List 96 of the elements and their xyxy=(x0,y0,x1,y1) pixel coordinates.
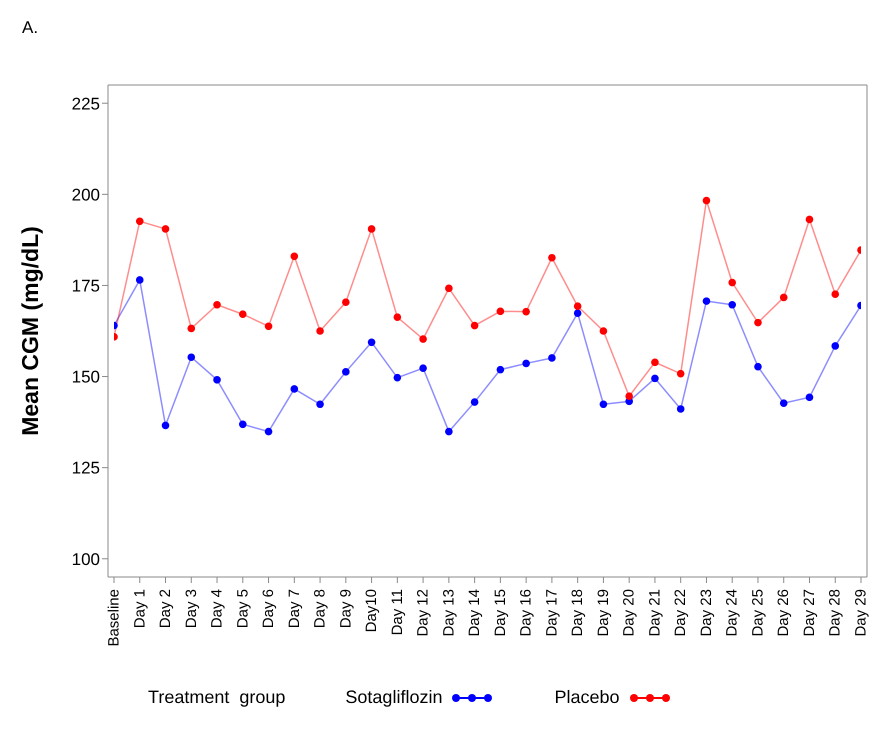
point xyxy=(316,400,324,408)
point xyxy=(213,300,221,309)
point xyxy=(187,324,196,332)
point xyxy=(625,392,633,400)
x-tick-label: Day 25 xyxy=(749,589,766,637)
point xyxy=(831,290,840,298)
x-tick-label: Day 6 xyxy=(260,589,278,628)
point xyxy=(728,278,736,286)
point xyxy=(702,297,710,305)
x-tick-label: Day 8 xyxy=(312,589,329,628)
point xyxy=(780,294,788,302)
x-tick-label: Day 26 xyxy=(775,589,792,637)
point xyxy=(806,394,814,402)
point xyxy=(831,342,840,350)
chart-title: A. xyxy=(22,18,38,38)
point xyxy=(238,420,247,428)
x-tick-label: Day 23 xyxy=(698,589,715,637)
x-tick-label: Day 21 xyxy=(646,589,664,637)
point xyxy=(394,374,402,382)
x-tick-label: Day 27 xyxy=(800,589,818,637)
point xyxy=(419,364,427,372)
point xyxy=(651,358,659,366)
point xyxy=(651,374,659,382)
point xyxy=(470,398,478,406)
point xyxy=(419,335,427,343)
point xyxy=(264,428,272,436)
x-tick-label: Day 2 xyxy=(157,589,174,628)
point xyxy=(470,322,478,330)
point xyxy=(522,308,530,316)
point xyxy=(264,322,272,330)
point xyxy=(676,370,684,378)
x-tick-label: Day 19 xyxy=(594,589,612,637)
x-tick-label: Day 20 xyxy=(620,589,638,637)
point xyxy=(445,428,453,436)
x-tick-label: Day 15 xyxy=(492,589,509,637)
point xyxy=(316,327,324,335)
y-tick-label: 225 xyxy=(72,94,100,114)
x-tick-label: Day 12 xyxy=(414,589,432,637)
point xyxy=(600,327,608,335)
point xyxy=(368,338,376,346)
point xyxy=(754,318,762,326)
x-tick-label: Day 16 xyxy=(518,589,535,637)
x-tick-label: Day 1 xyxy=(131,589,148,628)
point xyxy=(136,218,144,226)
point xyxy=(548,354,556,362)
x-tick-label: Day 18 xyxy=(569,589,586,637)
point xyxy=(290,252,298,260)
y-tick-label: 175 xyxy=(72,276,100,296)
x-tick-label: Day 7 xyxy=(286,589,303,628)
point xyxy=(187,353,196,362)
point xyxy=(213,376,221,384)
y-tick-label: 125 xyxy=(72,458,100,478)
point xyxy=(702,196,710,204)
x-tick-label: Day 13 xyxy=(440,589,458,637)
point xyxy=(574,302,582,310)
legend-title: Treatment group xyxy=(148,687,286,708)
legend-label: Placebo xyxy=(554,687,620,708)
point xyxy=(342,368,350,376)
point xyxy=(600,400,608,408)
x-tick-label: Day 29 xyxy=(852,589,870,637)
point xyxy=(574,309,582,317)
x-tick-label: Day10 xyxy=(363,589,380,632)
y-tick-label: 200 xyxy=(72,185,100,204)
point xyxy=(806,216,814,224)
x-tick-label: Day 14 xyxy=(466,589,484,637)
x-tick-label: Baseline xyxy=(106,589,122,647)
x-tick-label: Day 11 xyxy=(388,589,406,636)
x-tick-label: Day 17 xyxy=(543,589,560,637)
point xyxy=(496,308,504,316)
y-tick-label: 100 xyxy=(72,550,100,569)
x-tick-label: Day 22 xyxy=(672,589,690,637)
x-tick-label: Day 3 xyxy=(182,589,200,628)
point xyxy=(162,225,170,233)
point xyxy=(728,300,736,309)
point xyxy=(780,399,788,407)
y-tick-label: 150 xyxy=(72,368,100,387)
point xyxy=(754,362,762,371)
point xyxy=(445,284,453,292)
point xyxy=(136,276,144,284)
point xyxy=(676,405,684,413)
point xyxy=(290,385,298,393)
point xyxy=(548,254,556,262)
point xyxy=(394,313,402,321)
legend-label: Sotagliflozin xyxy=(345,687,442,708)
x-tick-label: Day 4 xyxy=(208,589,226,628)
x-tick-label: Day 9 xyxy=(337,589,354,628)
x-tick-label: Day 5 xyxy=(234,589,252,628)
point xyxy=(238,310,247,318)
point xyxy=(368,225,376,233)
x-tick-label: Day 28 xyxy=(826,589,844,637)
point xyxy=(522,360,530,368)
x-tick-label: Day 24 xyxy=(724,589,741,637)
point xyxy=(496,366,504,374)
point xyxy=(342,298,350,306)
point xyxy=(162,422,170,430)
y-axis-title: Mean CGM (mg/dL) xyxy=(17,226,44,436)
